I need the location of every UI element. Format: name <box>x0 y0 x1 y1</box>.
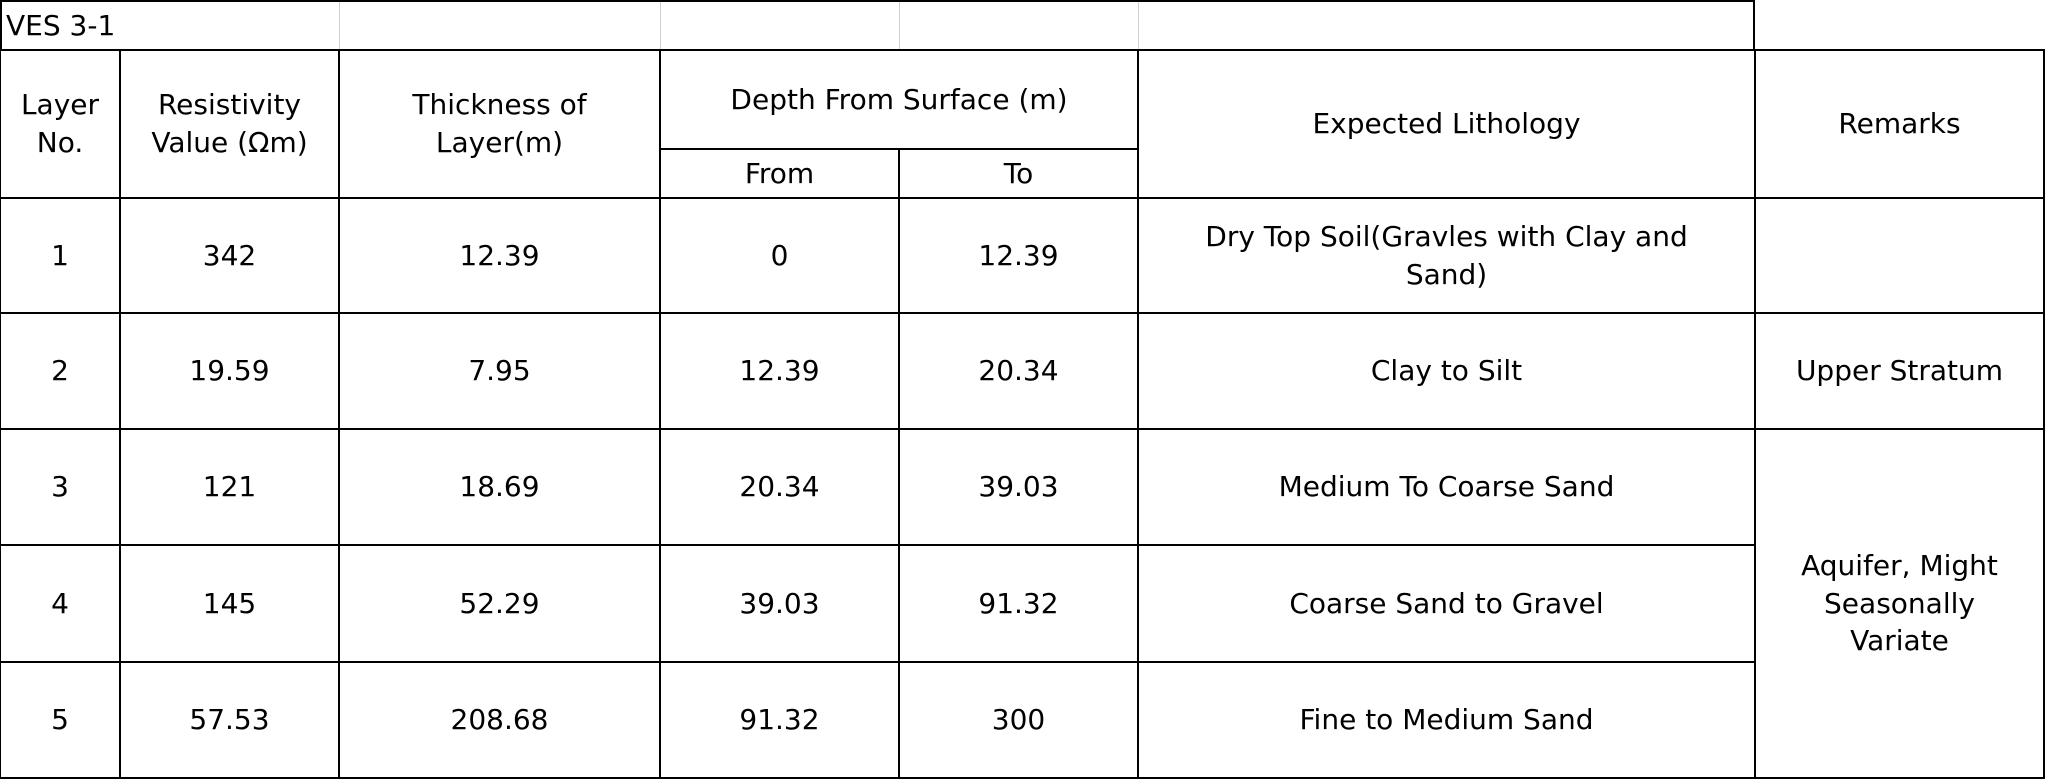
table-cell: 5 <box>0 661 121 779</box>
table-cell: 19.59 <box>119 312 340 430</box>
table-cell: 2 <box>0 312 121 430</box>
table-cell: Fine to Medium Sand <box>1137 661 1756 779</box>
header-cell: Layer No. <box>0 49 121 199</box>
table-cell: 39.03 <box>898 428 1139 546</box>
table-cell: 12.39 <box>898 197 1139 314</box>
remarks-cell: Upper Stratum <box>1754 312 2045 430</box>
table-cell: 91.32 <box>898 544 1139 663</box>
table-cell: 18.69 <box>338 428 661 546</box>
header-cell: To <box>898 148 1139 199</box>
table-cell <box>1754 197 2045 314</box>
table-cell: 1 <box>0 197 121 314</box>
table-cell: 57.53 <box>119 661 340 779</box>
table-title: VES 3-1 <box>6 8 116 42</box>
table-cell: Clay to Silt <box>1137 312 1756 430</box>
table-cell: 0 <box>659 197 900 314</box>
header-cell: From <box>659 148 900 199</box>
title-row-border <box>0 0 1755 50</box>
table-cell: 208.68 <box>338 661 661 779</box>
table-cell: 145 <box>119 544 340 663</box>
table-cell: 20.34 <box>898 312 1139 430</box>
table-cell: 91.32 <box>659 661 900 779</box>
table-cell: 12.39 <box>659 312 900 430</box>
table-cell: 7.95 <box>338 312 661 430</box>
table-cell: 300 <box>898 661 1139 779</box>
remarks-cell: Aquifer, Might Seasonally Variate <box>1754 428 2045 779</box>
header-cell: Depth From Surface (m) <box>659 49 1139 150</box>
table-cell: Coarse Sand to Gravel <box>1137 544 1756 663</box>
cell-divider <box>1138 0 1139 50</box>
header-cell: Resistivity Value (Ωm) <box>119 49 340 199</box>
table-cell: 52.29 <box>338 544 661 663</box>
table-cell: 39.03 <box>659 544 900 663</box>
cell-divider <box>899 0 900 50</box>
header-cell: Remarks <box>1754 49 2045 199</box>
table-cell: 12.39 <box>338 197 661 314</box>
header-cell: Thickness of Layer(m) <box>338 49 661 199</box>
table-cell: 4 <box>0 544 121 663</box>
cell-divider <box>660 0 661 50</box>
table-cell: 3 <box>0 428 121 546</box>
table-cell: 342 <box>119 197 340 314</box>
table-cell: 20.34 <box>659 428 900 546</box>
table-cell: Medium To Coarse Sand <box>1137 428 1756 546</box>
table-cell: 121 <box>119 428 340 546</box>
header-cell: Expected Lithology <box>1137 49 1756 199</box>
cell-divider <box>339 0 340 50</box>
table-cell: Dry Top Soil(Gravles with Clay and Sand) <box>1137 197 1756 314</box>
